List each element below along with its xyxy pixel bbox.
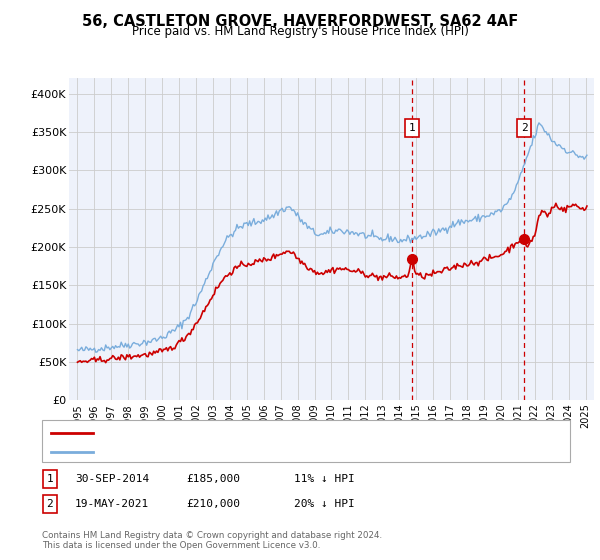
Text: 30-SEP-2014: 30-SEP-2014 [75, 474, 149, 484]
Text: 20% ↓ HPI: 20% ↓ HPI [294, 499, 355, 509]
Text: Contains HM Land Registry data © Crown copyright and database right 2024.
This d: Contains HM Land Registry data © Crown c… [42, 530, 382, 550]
Text: Price paid vs. HM Land Registry's House Price Index (HPI): Price paid vs. HM Land Registry's House … [131, 25, 469, 38]
Text: 56, CASTLETON GROVE, HAVERFORDWEST, SA62 4AF: 56, CASTLETON GROVE, HAVERFORDWEST, SA62… [82, 14, 518, 29]
Text: 1: 1 [46, 474, 53, 484]
Text: 2: 2 [46, 499, 53, 509]
Text: 56, CASTLETON GROVE, HAVERFORDWEST, SA62 4AF (detached house): 56, CASTLETON GROVE, HAVERFORDWEST, SA62… [99, 428, 492, 437]
Text: HPI: Average price, detached house, Pembrokeshire: HPI: Average price, detached house, Pemb… [99, 446, 382, 456]
Text: 1: 1 [409, 123, 415, 133]
Text: £185,000: £185,000 [186, 474, 240, 484]
Text: £210,000: £210,000 [186, 499, 240, 509]
Text: 2: 2 [521, 123, 527, 133]
Text: 11% ↓ HPI: 11% ↓ HPI [294, 474, 355, 484]
Text: 19-MAY-2021: 19-MAY-2021 [75, 499, 149, 509]
